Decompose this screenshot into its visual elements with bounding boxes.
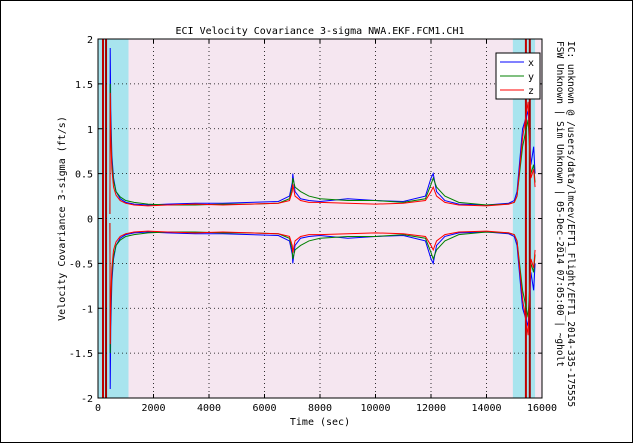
legend: xyz xyxy=(495,52,541,100)
phase-region-1 xyxy=(128,39,513,398)
x-tick-label-0: 0 xyxy=(95,403,101,414)
series-line-x-neg xyxy=(109,222,536,390)
x-tick-label-6: 12000 xyxy=(416,403,446,414)
y-tick-label-4: 0 xyxy=(87,215,93,226)
series-line-x xyxy=(109,47,536,215)
y-tick-label-0: -2 xyxy=(81,394,93,405)
y-tick-label-8: 2 xyxy=(87,35,93,46)
chart-title: ECI Velocity Covariance 3-sigma NWA.EKF.… xyxy=(176,26,465,37)
y-tick-label-2: -1 xyxy=(81,304,93,315)
x-tick-label-8: 16000 xyxy=(527,403,557,414)
y-tick-label-5: 0.5 xyxy=(75,170,93,181)
x-tick-label-1: 2000 xyxy=(141,403,165,414)
y-tick-label-3: -0.5 xyxy=(69,259,93,270)
x-tick-label-2: 4000 xyxy=(197,403,221,414)
series-group xyxy=(109,47,536,390)
series-line-z-neg xyxy=(109,222,536,345)
y-tick-label-1: -1.5 xyxy=(69,349,93,360)
x-tick-label-3: 6000 xyxy=(252,403,276,414)
y-tick-label-7: 1.5 xyxy=(75,80,93,91)
x-tick-label-5: 10000 xyxy=(360,403,390,414)
series-line-z xyxy=(109,92,536,215)
phase-regions xyxy=(98,39,536,398)
axis-ticks: 0 2000 4000 6000 8000 10000 12000 14000 16000 -2 -… xyxy=(69,35,557,414)
side-note-ic: IC: unknown @ /users/data/lmcev/EFT1_Fli… xyxy=(565,41,576,407)
x-tick-label-7: 14000 xyxy=(471,403,501,414)
x-tick-label-4: 8000 xyxy=(308,403,332,414)
x-axis-label: Time (sec) xyxy=(290,417,350,428)
y-axis-label: Velocity Covariance 3-sigma (ft/s) xyxy=(57,116,68,321)
legend-label-x: x xyxy=(528,58,534,69)
side-note-fsw: FSW Unknown | Sim Unknown | 05-Dec-2014 … xyxy=(554,41,565,367)
y-tick-label-6: 1 xyxy=(87,125,93,136)
legend-label-z: z xyxy=(528,86,534,97)
legend-label-y: y xyxy=(528,72,534,83)
